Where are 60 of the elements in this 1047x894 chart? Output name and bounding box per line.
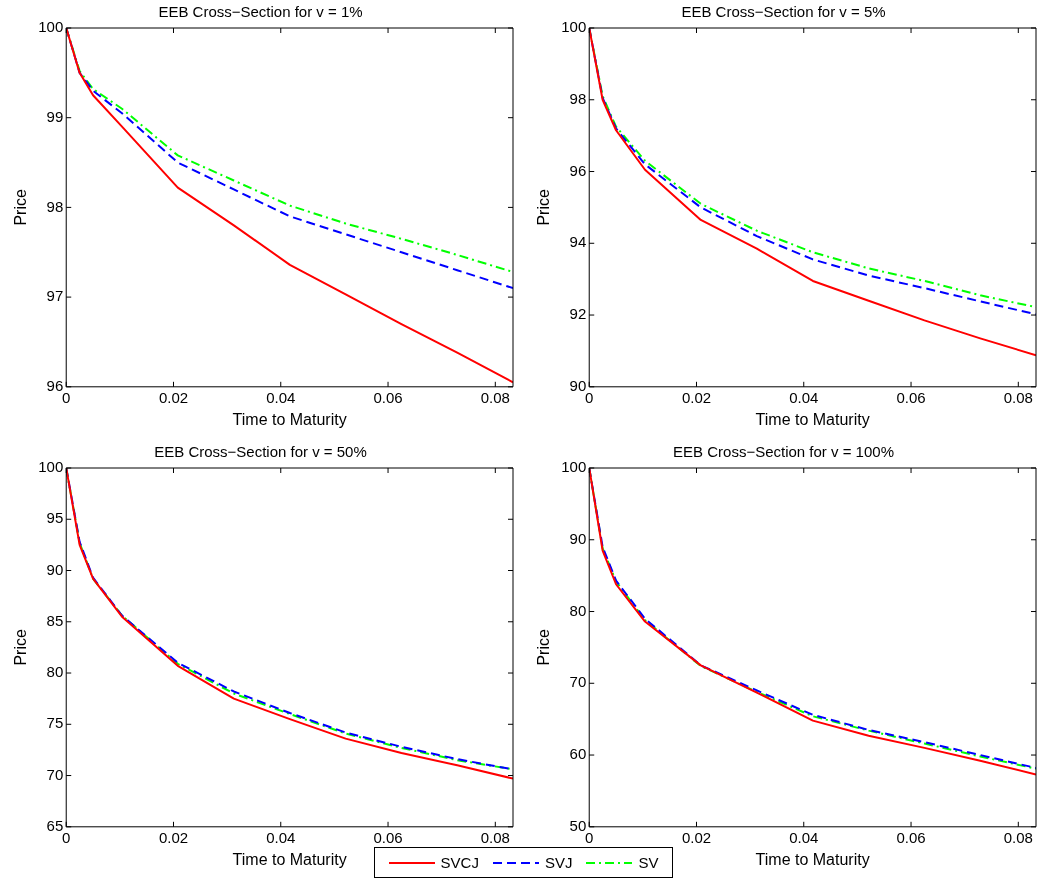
x-tick-label: 0.08 [1003, 388, 1033, 406]
y-axis-title: Price [535, 189, 553, 226]
y-tick-label: 98 [569, 89, 587, 107]
y-tick-label: 80 [46, 663, 64, 681]
x-tick-label: 0.08 [480, 828, 510, 846]
y-tick-label: 60 [569, 745, 587, 763]
chart-title: EEB Cross−Section for v = 100% [673, 443, 894, 461]
x-tick-label: 0.02 [158, 828, 189, 846]
y-tick-label: 75 [46, 714, 64, 732]
x-axis-title: Time to Maturity [232, 410, 347, 428]
y-tick-label: 92 [569, 305, 587, 323]
x-tick-label: 0.06 [373, 388, 403, 406]
x-tick-label: 0 [585, 828, 594, 846]
x-tick-label: 0.04 [266, 388, 296, 406]
x-tick-label: 0.04 [266, 828, 296, 846]
x-tick-label: 0.08 [480, 388, 510, 406]
y-tick-label: 100 [38, 458, 64, 476]
y-tick-label: 90 [46, 560, 64, 578]
y-tick-label: 95 [46, 509, 64, 527]
y-tick-label: 98 [46, 197, 64, 215]
y-tick-label: 99 [46, 107, 64, 125]
x-axis-title: Time to Maturity [755, 850, 870, 868]
x-tick-label: 0.06 [896, 828, 926, 846]
x-tick-label: 0 [585, 388, 594, 406]
y-tick-label: 50 [569, 816, 587, 834]
x-tick-label: 0.02 [681, 828, 712, 846]
chart-title: EEB Cross−Section for v = 5% [681, 3, 886, 21]
chart-title: EEB Cross−Section for v = 50% [154, 443, 367, 461]
y-tick-label: 100 [561, 458, 587, 476]
legend-label: SVCJ [440, 854, 479, 871]
x-tick-label: 0.04 [789, 388, 819, 406]
x-tick-label: 0.06 [373, 828, 403, 846]
x-axis-title: Time to Maturity [755, 410, 870, 428]
y-tick-label: 80 [569, 601, 587, 619]
y-axis-title: Price [535, 629, 553, 666]
y-axis-title: Price [12, 189, 30, 226]
x-tick-label: 0.02 [681, 388, 712, 406]
y-tick-label: 85 [46, 611, 64, 629]
y-tick-label: 90 [569, 529, 587, 547]
y-tick-label: 100 [38, 18, 64, 36]
x-tick-label: 0.06 [896, 388, 926, 406]
x-tick-label: 0.04 [789, 828, 819, 846]
y-tick-label: 94 [569, 233, 587, 251]
chart-title: EEB Cross−Section for v = 1% [158, 3, 363, 21]
y-tick-label: 97 [46, 287, 64, 305]
legend-label: SVJ [544, 854, 573, 871]
y-tick-label: 90 [569, 376, 587, 394]
y-tick-label: 96 [46, 376, 64, 394]
x-axis-title: Time to Maturity [232, 850, 347, 868]
x-tick-label: 0 [62, 828, 71, 846]
y-tick-label: 65 [46, 816, 64, 834]
x-tick-label: 0 [62, 388, 71, 406]
y-tick-label: 100 [561, 18, 587, 36]
y-tick-label: 70 [46, 765, 64, 783]
x-tick-label: 0.08 [1003, 828, 1033, 846]
legend-label: SV [638, 854, 659, 871]
y-tick-label: 96 [569, 161, 587, 179]
y-axis-title: Price [12, 629, 30, 666]
x-tick-label: 0.02 [158, 388, 189, 406]
y-tick-label: 70 [569, 673, 587, 691]
